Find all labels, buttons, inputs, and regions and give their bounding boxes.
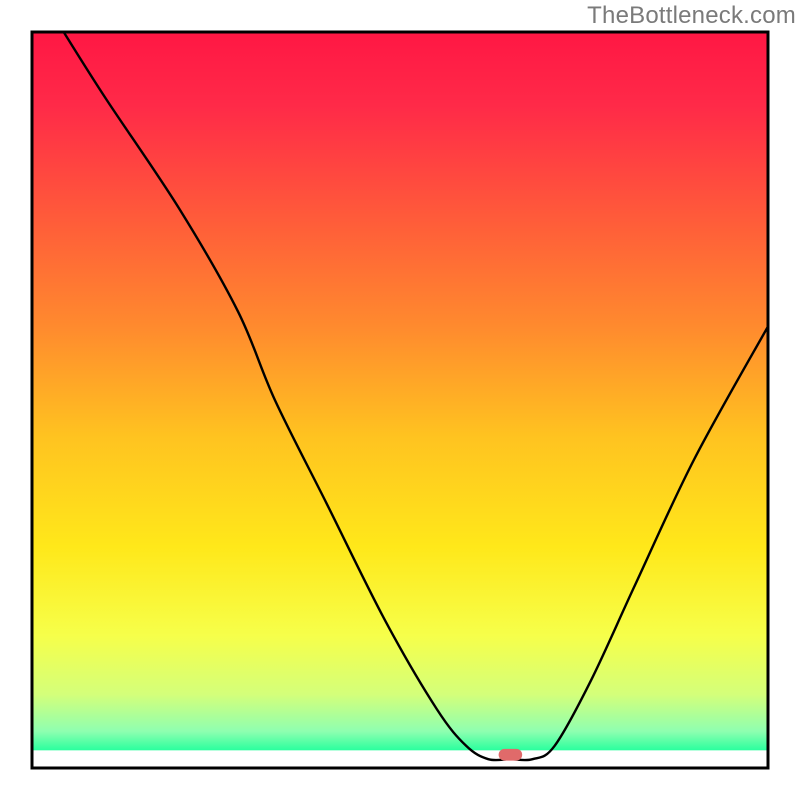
watermark-text: TheBottleneck.com [587, 2, 796, 30]
plot-gradient-bg [32, 32, 768, 768]
optimal-marker [499, 749, 523, 761]
chart-svg [0, 0, 800, 800]
bottom-white-strip [32, 750, 768, 768]
bottleneck-chart [0, 0, 800, 800]
